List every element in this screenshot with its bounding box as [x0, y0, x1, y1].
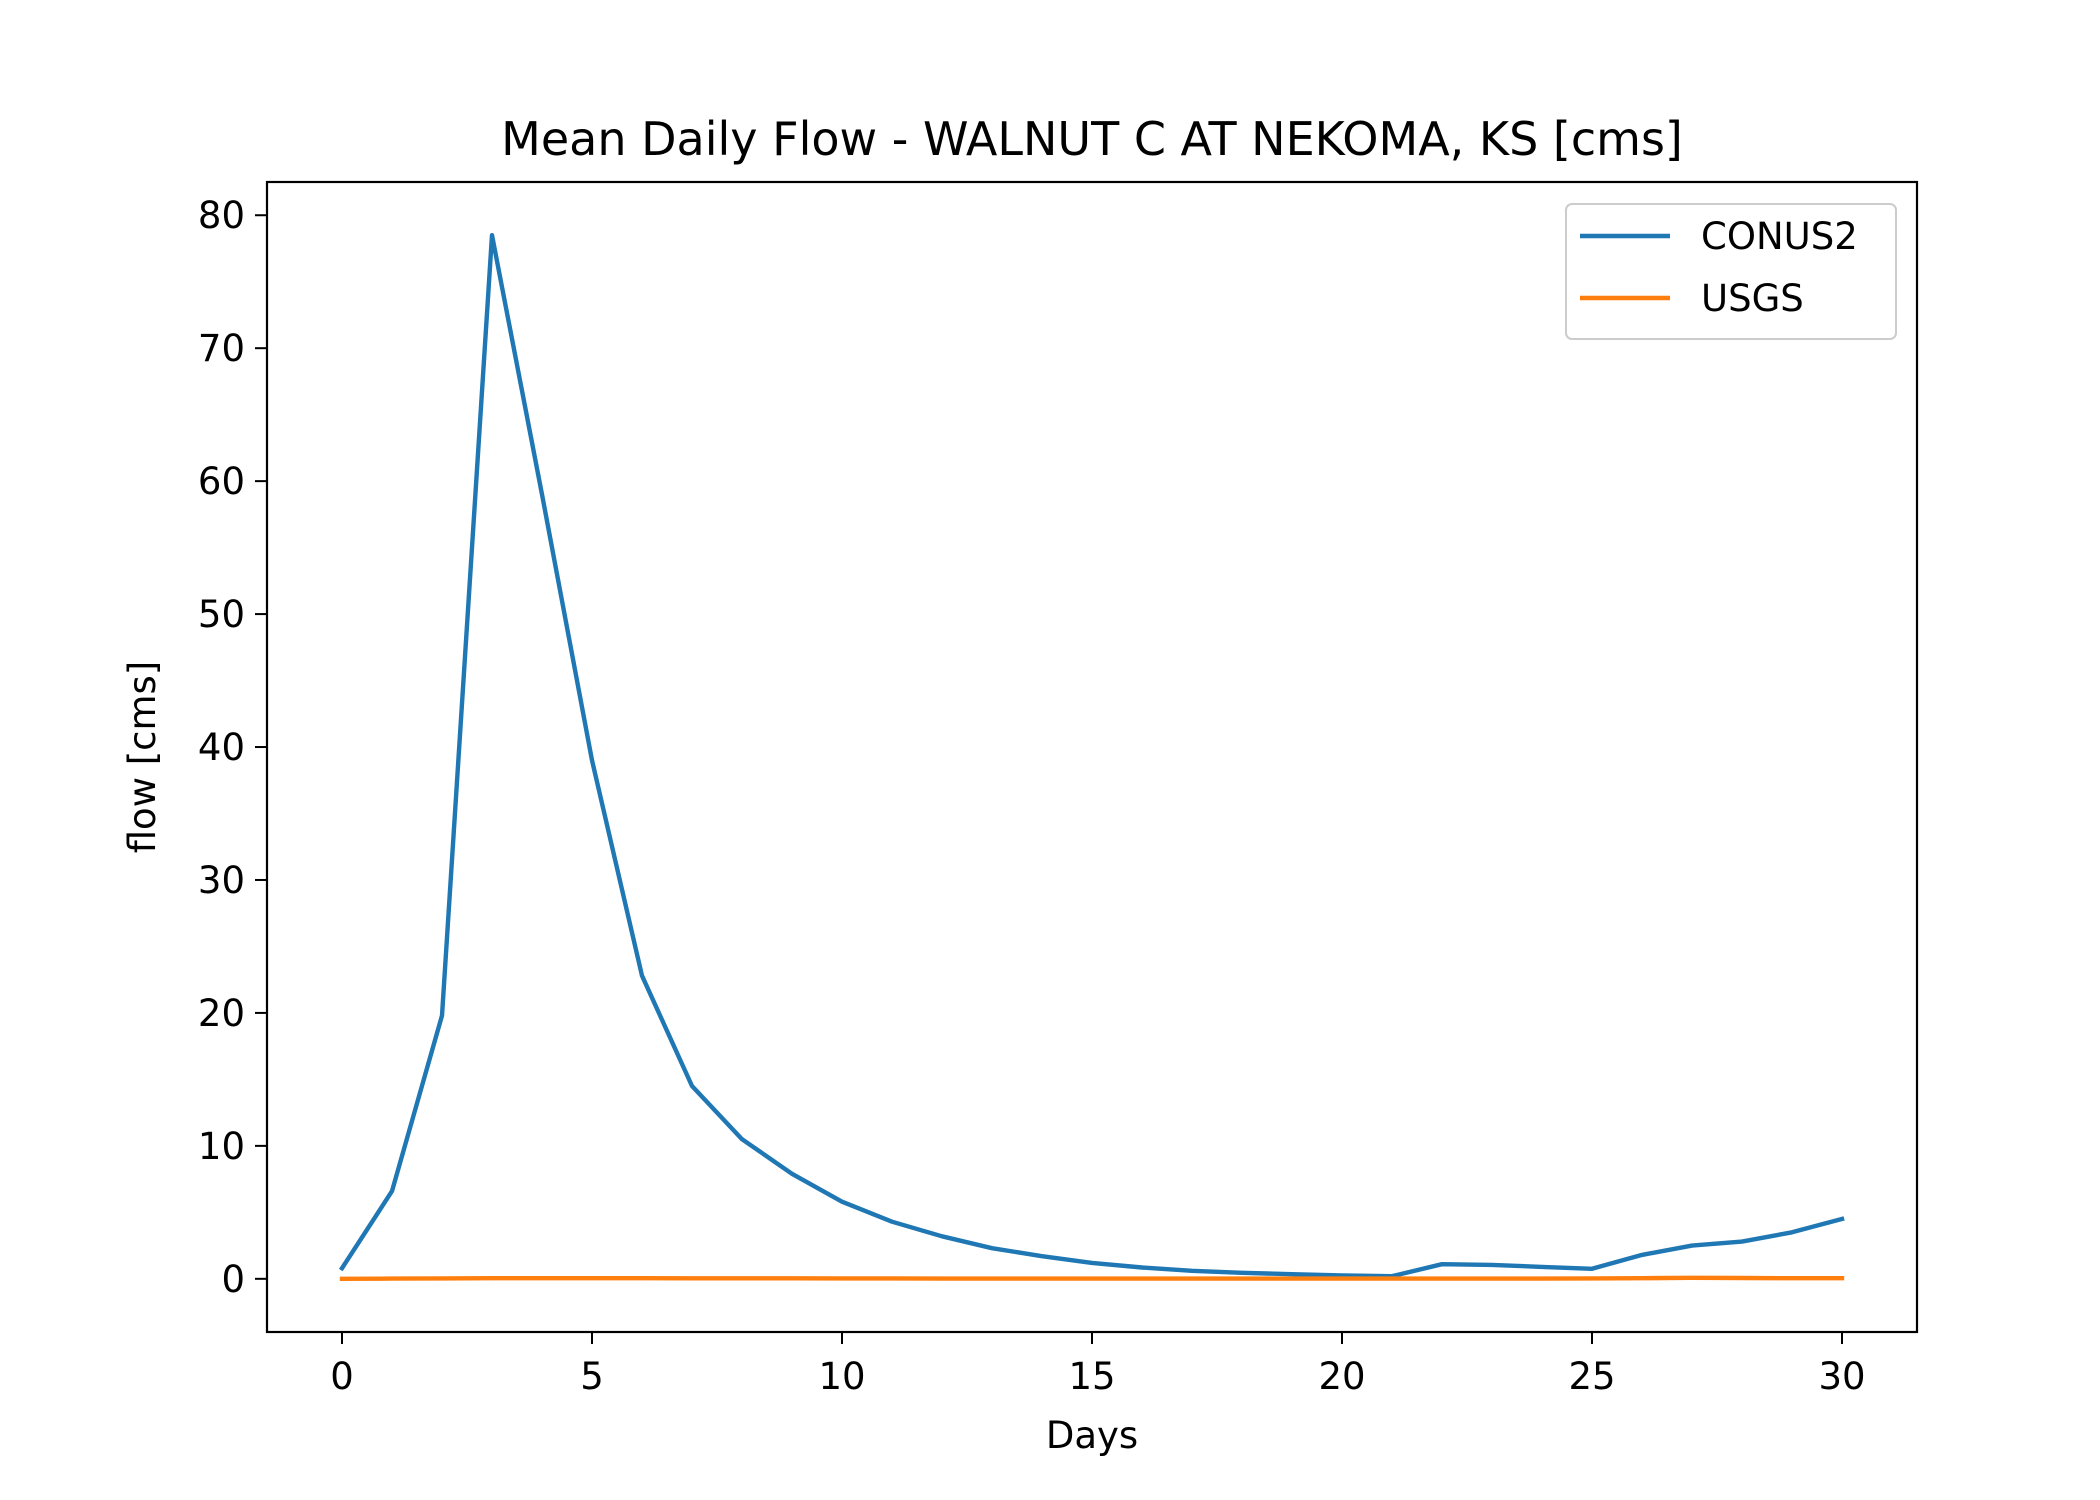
y-axis-label: flow [cms] [121, 661, 164, 854]
x-axis-label: Days [1046, 1414, 1138, 1457]
x-tick-label: 15 [1068, 1355, 1115, 1398]
y-tick-label: 10 [198, 1125, 245, 1168]
y-tick-label: 0 [221, 1258, 245, 1301]
y-tick-label: 80 [198, 194, 245, 237]
x-tick-label: 10 [818, 1355, 865, 1398]
y-tick-label: 40 [198, 726, 245, 769]
legend-label-usgs: USGS [1701, 277, 1804, 320]
y-tick-label: 70 [198, 327, 245, 370]
y-tick-label: 20 [198, 992, 245, 1035]
y-tick-label: 60 [198, 460, 245, 503]
y-axis-ticks: 0 10 20 30 40 50 60 70 80 [198, 194, 267, 1301]
series-layer [338, 232, 1845, 1282]
series-line-usgs [339, 1275, 1845, 1282]
y-tick-label: 30 [198, 859, 245, 902]
x-axis-ticks: 0 5 10 15 20 25 30 [330, 1332, 1866, 1398]
chart-title: Mean Daily Flow - WALNUT C AT NEKOMA, KS… [501, 112, 1683, 166]
series-line-conus2 [338, 232, 1845, 1279]
x-tick-label: 0 [330, 1355, 354, 1398]
x-tick-label: 5 [580, 1355, 604, 1398]
legend-label-conus2: CONUS2 [1701, 215, 1858, 258]
x-tick-label: 25 [1568, 1355, 1615, 1398]
x-tick-label: 20 [1318, 1355, 1365, 1398]
legend: CONUS2 USGS [1565, 203, 1897, 340]
y-tick-label: 50 [198, 593, 245, 636]
x-tick-label: 30 [1818, 1355, 1865, 1398]
